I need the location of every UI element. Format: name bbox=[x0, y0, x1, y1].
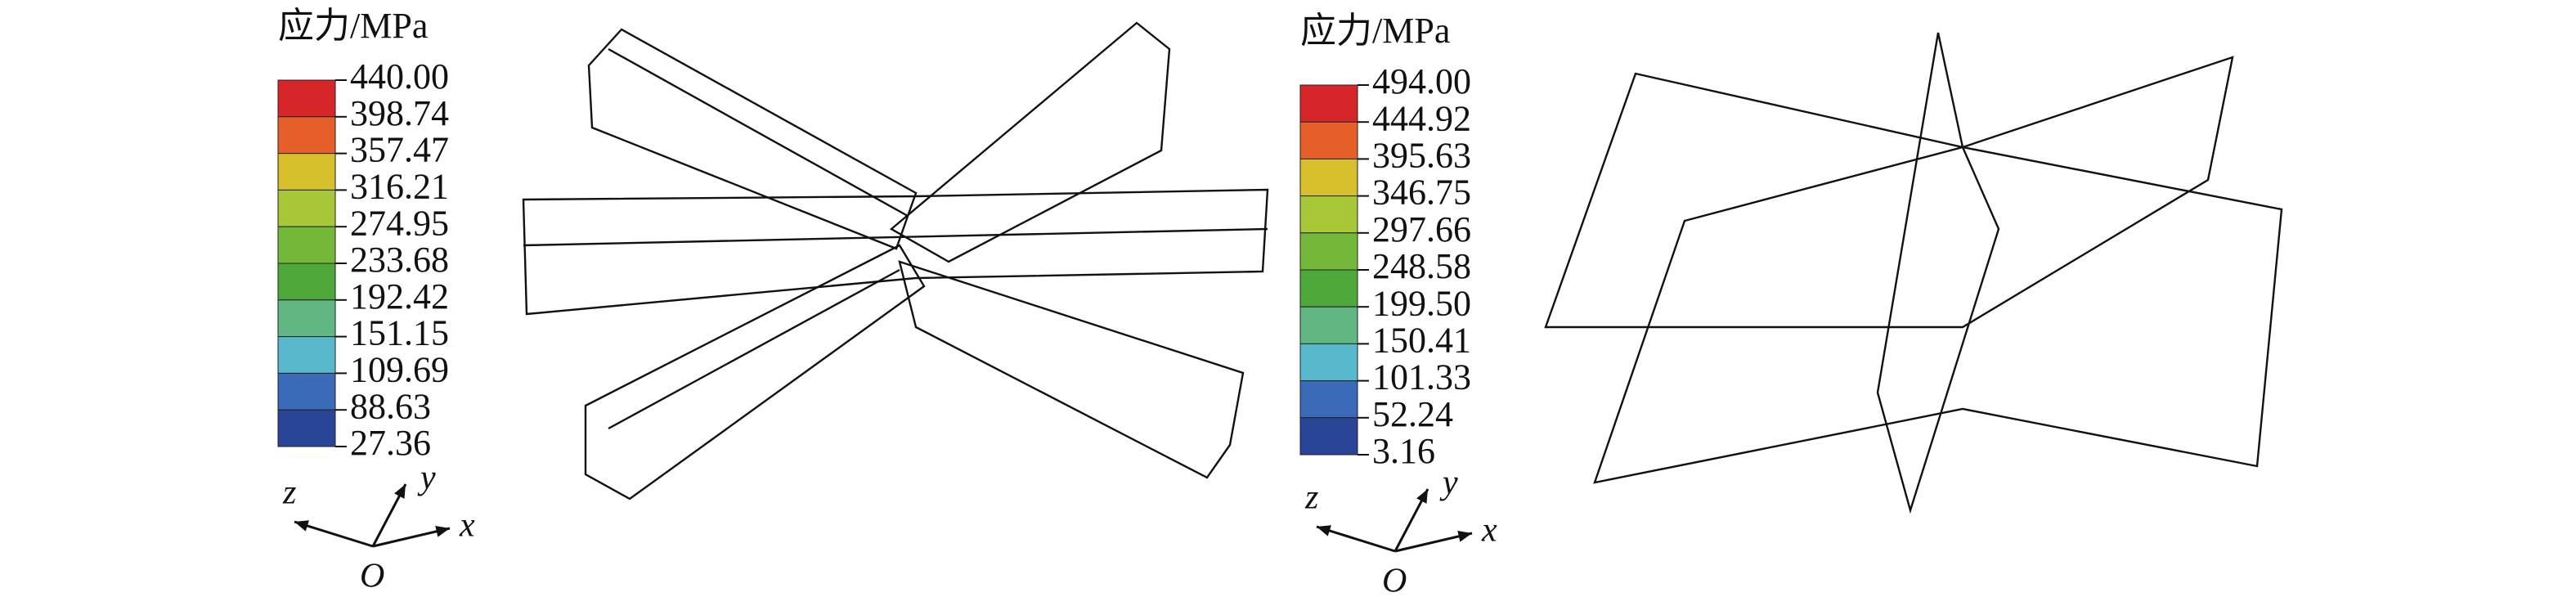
beam-model bbox=[522, 21, 1269, 501]
legend-band bbox=[1299, 269, 1358, 308]
legend-label: 199.50 bbox=[1372, 283, 1471, 323]
axis-label: O bbox=[1382, 563, 1407, 600]
legend-label: 395.63 bbox=[1372, 135, 1471, 175]
legend-label: 27.36 bbox=[350, 423, 431, 463]
legend-label: 3.16 bbox=[1372, 431, 1435, 471]
legend-label: 297.66 bbox=[1372, 209, 1471, 249]
legend-label: 494.00 bbox=[1372, 61, 1471, 101]
axis-arrowhead bbox=[1416, 489, 1428, 504]
axis-label: x bbox=[459, 507, 475, 545]
axis-arrow bbox=[1316, 525, 1396, 553]
legend-label: 150.41 bbox=[1372, 320, 1471, 360]
legend-band bbox=[1299, 195, 1358, 234]
axis-arrowhead bbox=[294, 520, 309, 532]
legend-label: 440.00 bbox=[350, 56, 449, 97]
legend-label: 192.42 bbox=[350, 276, 449, 316]
legend-band bbox=[1299, 84, 1358, 123]
legend-title: 应力/MPa bbox=[278, 6, 428, 46]
axis-arrowhead bbox=[1317, 525, 1331, 536]
legend-band bbox=[1299, 380, 1358, 419]
legend-label: 248.58 bbox=[1372, 246, 1471, 286]
legend-band bbox=[277, 263, 336, 301]
axis-arrow bbox=[294, 520, 374, 548]
legend-label: 233.68 bbox=[350, 240, 449, 280]
legend-band bbox=[1299, 306, 1358, 344]
legend-band bbox=[1299, 417, 1358, 456]
legend-label: 398.74 bbox=[350, 93, 449, 133]
legend-label: 316.21 bbox=[350, 166, 449, 206]
legend-band bbox=[1299, 121, 1358, 159]
legend-label: 52.24 bbox=[1372, 394, 1453, 434]
legend-label: 109.69 bbox=[350, 349, 449, 389]
legend-label: 357.47 bbox=[350, 130, 449, 170]
axis-label: x bbox=[1481, 512, 1497, 550]
axis-label: y bbox=[417, 460, 436, 497]
legend-label: 151.15 bbox=[350, 313, 449, 353]
axis-arrowhead bbox=[435, 525, 450, 537]
axis-label: z bbox=[282, 474, 296, 512]
legend-label: 444.92 bbox=[1372, 98, 1471, 138]
legend-band bbox=[277, 409, 336, 447]
legend-band bbox=[1299, 232, 1358, 271]
legend-title: 应力/MPa bbox=[1300, 11, 1450, 51]
legend-band bbox=[277, 153, 336, 191]
axis-label: z bbox=[1304, 479, 1318, 517]
legend-band bbox=[277, 226, 336, 264]
legend-label: 274.95 bbox=[350, 203, 449, 243]
legend-label: 101.33 bbox=[1372, 357, 1471, 397]
axis-arrowhead bbox=[1457, 530, 1472, 542]
legend-band bbox=[277, 189, 336, 227]
legend-label: 88.63 bbox=[350, 386, 431, 426]
legend-band bbox=[277, 79, 336, 118]
axis-arrowhead bbox=[394, 484, 406, 499]
legend-band bbox=[1299, 343, 1358, 382]
axis-label: O bbox=[360, 558, 384, 595]
legend-band bbox=[277, 116, 336, 155]
axis-label: y bbox=[1439, 465, 1458, 502]
legend-band bbox=[277, 299, 336, 338]
legend-band bbox=[277, 336, 336, 374]
legend-band bbox=[277, 372, 336, 411]
legend-band bbox=[1299, 158, 1358, 197]
legend-label: 346.75 bbox=[1372, 173, 1471, 213]
plate-model bbox=[1544, 32, 2283, 514]
